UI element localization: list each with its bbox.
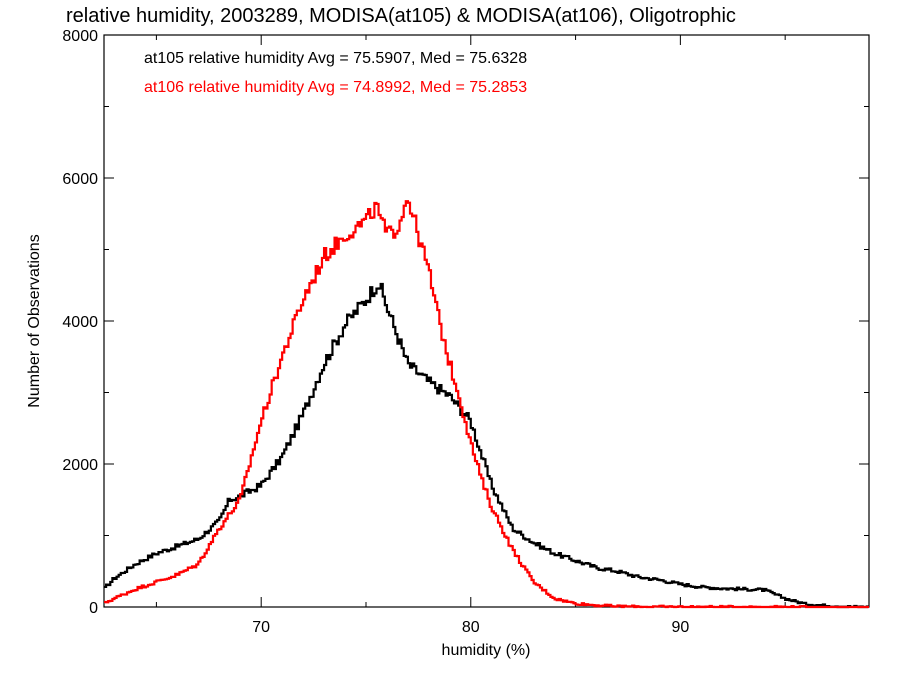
x-axis-label: humidity (%): [442, 642, 531, 659]
legend-entry-at106: at106 relative humidity Avg = 74.8992, M…: [144, 79, 527, 96]
x-tick-label: 70: [252, 619, 270, 636]
series-line-at105: [104, 282, 869, 609]
x-tick-label: 90: [671, 619, 689, 636]
chart-title: relative humidity, 2003289, MODISA(at105…: [66, 5, 736, 27]
plot-frame: [103, 34, 870, 608]
y-tick-label: 8000: [62, 28, 98, 45]
series-line-at106: [104, 200, 869, 609]
y-tick-label: 0: [89, 600, 98, 617]
y-tick-label: 6000: [62, 171, 98, 188]
legend-entry-at105: at105 relative humidity Avg = 75.5907, M…: [144, 50, 527, 67]
y-axis-label: Number of Observations: [26, 234, 43, 407]
x-tick-label: 80: [462, 619, 480, 636]
y-tick-label: 2000: [62, 457, 98, 474]
y-tick-label: 4000: [62, 314, 98, 331]
